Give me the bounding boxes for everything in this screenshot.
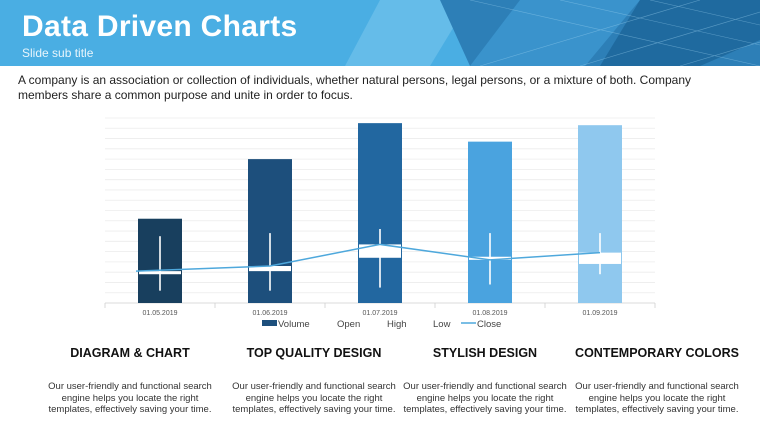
candle-body xyxy=(249,266,291,272)
x-tick-label: 01.07.2019 xyxy=(362,310,397,317)
chart-legend: Volume Open High Low Close xyxy=(262,319,501,330)
feature-text: Our user-friendly and functional search … xyxy=(403,381,567,415)
feature-text: Our user-friendly and functional search … xyxy=(232,381,396,415)
stock-candles xyxy=(139,229,621,291)
candle-body xyxy=(359,244,401,258)
legend-label: Open xyxy=(337,319,360,330)
slide-subtitle: Slide sub title xyxy=(22,46,94,60)
x-tick-label: 01.06.2019 xyxy=(252,310,287,317)
legend-label: Close xyxy=(477,319,501,330)
x-axis-ticks: 01.05.2019 01.06.2019 01.07.2019 01.08.2019… xyxy=(142,310,617,317)
close-series-line xyxy=(135,243,601,272)
legend-label: Volume xyxy=(278,319,310,330)
feature-title: STYLISH DESIGN xyxy=(432,346,538,360)
feature-contemporary-colors: CONTEMPORARY COLORS Our user-friendly an… xyxy=(571,346,743,416)
feature-text: Our user-friendly and functional search … xyxy=(575,381,739,415)
x-tick-label: 01.09.2019 xyxy=(582,310,617,317)
candle-body xyxy=(139,271,181,275)
feature-title: DIAGRAM & CHART xyxy=(70,346,190,360)
feature-title: TOP QUALITY DESIGN xyxy=(246,346,382,360)
volume-bars xyxy=(138,123,622,303)
legend-swatch-volume xyxy=(262,320,277,326)
x-tick-label: 01.08.2019 xyxy=(472,310,507,317)
candle-body xyxy=(579,252,621,264)
feature-diagram-chart: DIAGRAM & CHART Our user-friendly and fu… xyxy=(44,346,216,416)
volume-bar xyxy=(578,125,622,303)
slide-title: Data Driven Charts xyxy=(22,10,298,43)
feature-stylish-design: STYLISH DESIGN Our user-friendly and fun… xyxy=(399,346,571,416)
stock-volume-chart: 01.05.2019 01.06.2019 01.07.2019 01.08.2019… xyxy=(104,117,656,330)
slide-header: Data Driven Charts Slide sub title xyxy=(0,0,760,66)
legend-label: High xyxy=(387,319,407,330)
legend-label: Low xyxy=(433,319,451,330)
intro-paragraph: A company is an association or collectio… xyxy=(18,73,692,102)
feature-top-quality-design: TOP QUALITY DESIGN Our user-friendly and… xyxy=(228,346,400,416)
candle-body xyxy=(469,256,511,260)
feature-title: CONTEMPORARY COLORS xyxy=(575,346,739,360)
header-decoration xyxy=(345,0,760,66)
feature-text: Our user-friendly and functional search … xyxy=(48,381,212,415)
x-tick-label: 01.05.2019 xyxy=(142,310,177,317)
